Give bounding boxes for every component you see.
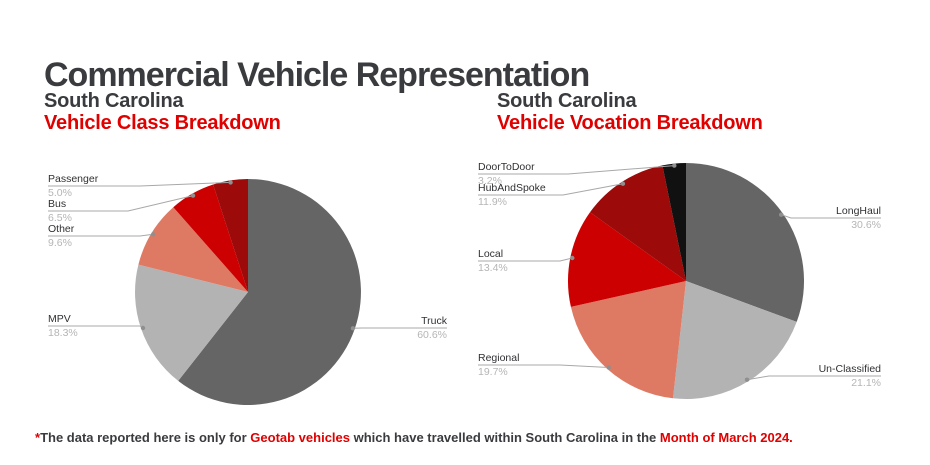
slice-name-other: Other (48, 223, 75, 235)
slice-label-passenger: Passenger 5.0% (48, 173, 98, 199)
slice-pct-other: 9.6% (48, 237, 72, 249)
leader-line-hubandspoke (478, 183, 623, 196)
leader-line-doortodoor (478, 165, 675, 175)
slice-pct-local: 13.4% (478, 262, 508, 274)
leader-line-un-classified (746, 375, 881, 381)
footnote-marker: * (35, 430, 41, 445)
pie-slice-passenger (213, 178, 248, 292)
slice-name-unclassified: Un-Classified (818, 363, 881, 375)
slice-name-regional: Regional (478, 352, 520, 364)
slice-name-bus: Bus (48, 198, 67, 210)
leader-dot-longhaul (779, 212, 784, 217)
vocation-chart-subtitle: Vehicle Vocation Breakdown (497, 112, 763, 134)
pie-slice-other (138, 207, 248, 292)
footnote-text-1: The data reported here is only for (40, 430, 251, 445)
leader-dot-other (151, 232, 156, 237)
leader-line-longhaul (781, 214, 881, 219)
slice-pct-unclassified: 21.1% (851, 377, 881, 389)
pie-slice-truck (178, 179, 361, 405)
slice-label-truck: Truck 60.6% (377, 315, 447, 341)
slice-label-longhaul: LongHaul 30.6% (791, 205, 881, 231)
slice-name-doortodoor: DoorToDoor (478, 161, 535, 173)
pie-slice-un-classified (673, 281, 797, 400)
leader-dot-truck (350, 326, 356, 331)
slice-label-local: Local 13.4% (478, 248, 508, 274)
leader-line-other (48, 233, 154, 237)
slice-name-longhaul: LongHaul (836, 205, 881, 217)
class-chart-region: South Carolina (44, 90, 184, 112)
slice-pct-passenger: 5.0% (48, 187, 72, 199)
slice-name-mpv: MPV (48, 313, 71, 325)
pie-slice-doortodoor (662, 163, 686, 281)
page-title: Commercial Vehicle Representation (44, 55, 590, 94)
leader-line-local (478, 257, 573, 262)
pie-slice-longhaul (686, 163, 805, 322)
pie-slice-bus (173, 184, 248, 292)
slice-label-doortodoor: DoorToDoor 3.2% (478, 161, 535, 187)
leader-line-regional (478, 364, 609, 368)
leader-dot-passenger (228, 180, 233, 185)
leader-dot-un-classified (744, 377, 750, 382)
slice-label-mpv: MPV 18.3% (48, 313, 78, 339)
pie-slice-hubandspoke (590, 165, 686, 281)
slice-pct-doortodoor: 3.2% (478, 175, 502, 187)
slice-pct-regional: 19.7% (478, 366, 508, 378)
slice-name-hubandspoke: HubAndSpoke (478, 182, 546, 194)
slice-pct-mpv: 18.3% (48, 327, 78, 339)
pie-slice-local (568, 212, 686, 307)
slice-pct-bus: 6.5% (48, 212, 72, 224)
pie-slice-mpv (135, 264, 248, 381)
slice-label-unclassified: Un-Classified 21.1% (781, 363, 881, 389)
leader-dot-bus (190, 193, 196, 198)
slice-label-other: Other 9.6% (48, 223, 74, 249)
leader-dot-regional (606, 365, 611, 370)
pie-slice-regional (570, 281, 686, 399)
vocation-chart-header: South Carolina Vehicle Vocation Breakdow… (497, 90, 763, 134)
slice-label-bus: Bus 6.5% (48, 198, 72, 224)
slice-pct-longhaul: 30.6% (851, 219, 881, 231)
leader-line-bus (48, 195, 194, 212)
class-chart-subtitle: Vehicle Class Breakdown (44, 112, 281, 134)
slice-name-local: Local (478, 248, 504, 260)
slice-pct-truck: 60.6% (417, 329, 447, 341)
slice-name-truck: Truck (421, 315, 447, 327)
slice-label-hubandspoke: HubAndSpoke 11.9% (478, 182, 546, 208)
leader-line-passenger (48, 181, 231, 187)
vocation-chart-region: South Carolina (497, 90, 637, 112)
slice-label-regional: Regional 19.7% (478, 352, 519, 378)
footnote-highlight-geotab: Geotab vehicles (250, 430, 350, 445)
slice-pct-hubandspoke: 11.9% (478, 196, 507, 208)
slice-name-passenger: Passenger (48, 173, 99, 185)
leader-dot-doortodoor (672, 163, 677, 168)
class-chart-header: South Carolina Vehicle Class Breakdown (44, 90, 281, 134)
footnote-highlight-date: Month of March 2024. (659, 430, 793, 445)
footnote-text-2: which have travelled within South Caroli… (350, 430, 660, 445)
leader-dot-hubandspoke (620, 181, 626, 186)
leader-dot-local (570, 255, 575, 261)
footnote: *The data reported here is only for Geot… (35, 430, 793, 445)
leader-dot-mpv (140, 325, 146, 331)
